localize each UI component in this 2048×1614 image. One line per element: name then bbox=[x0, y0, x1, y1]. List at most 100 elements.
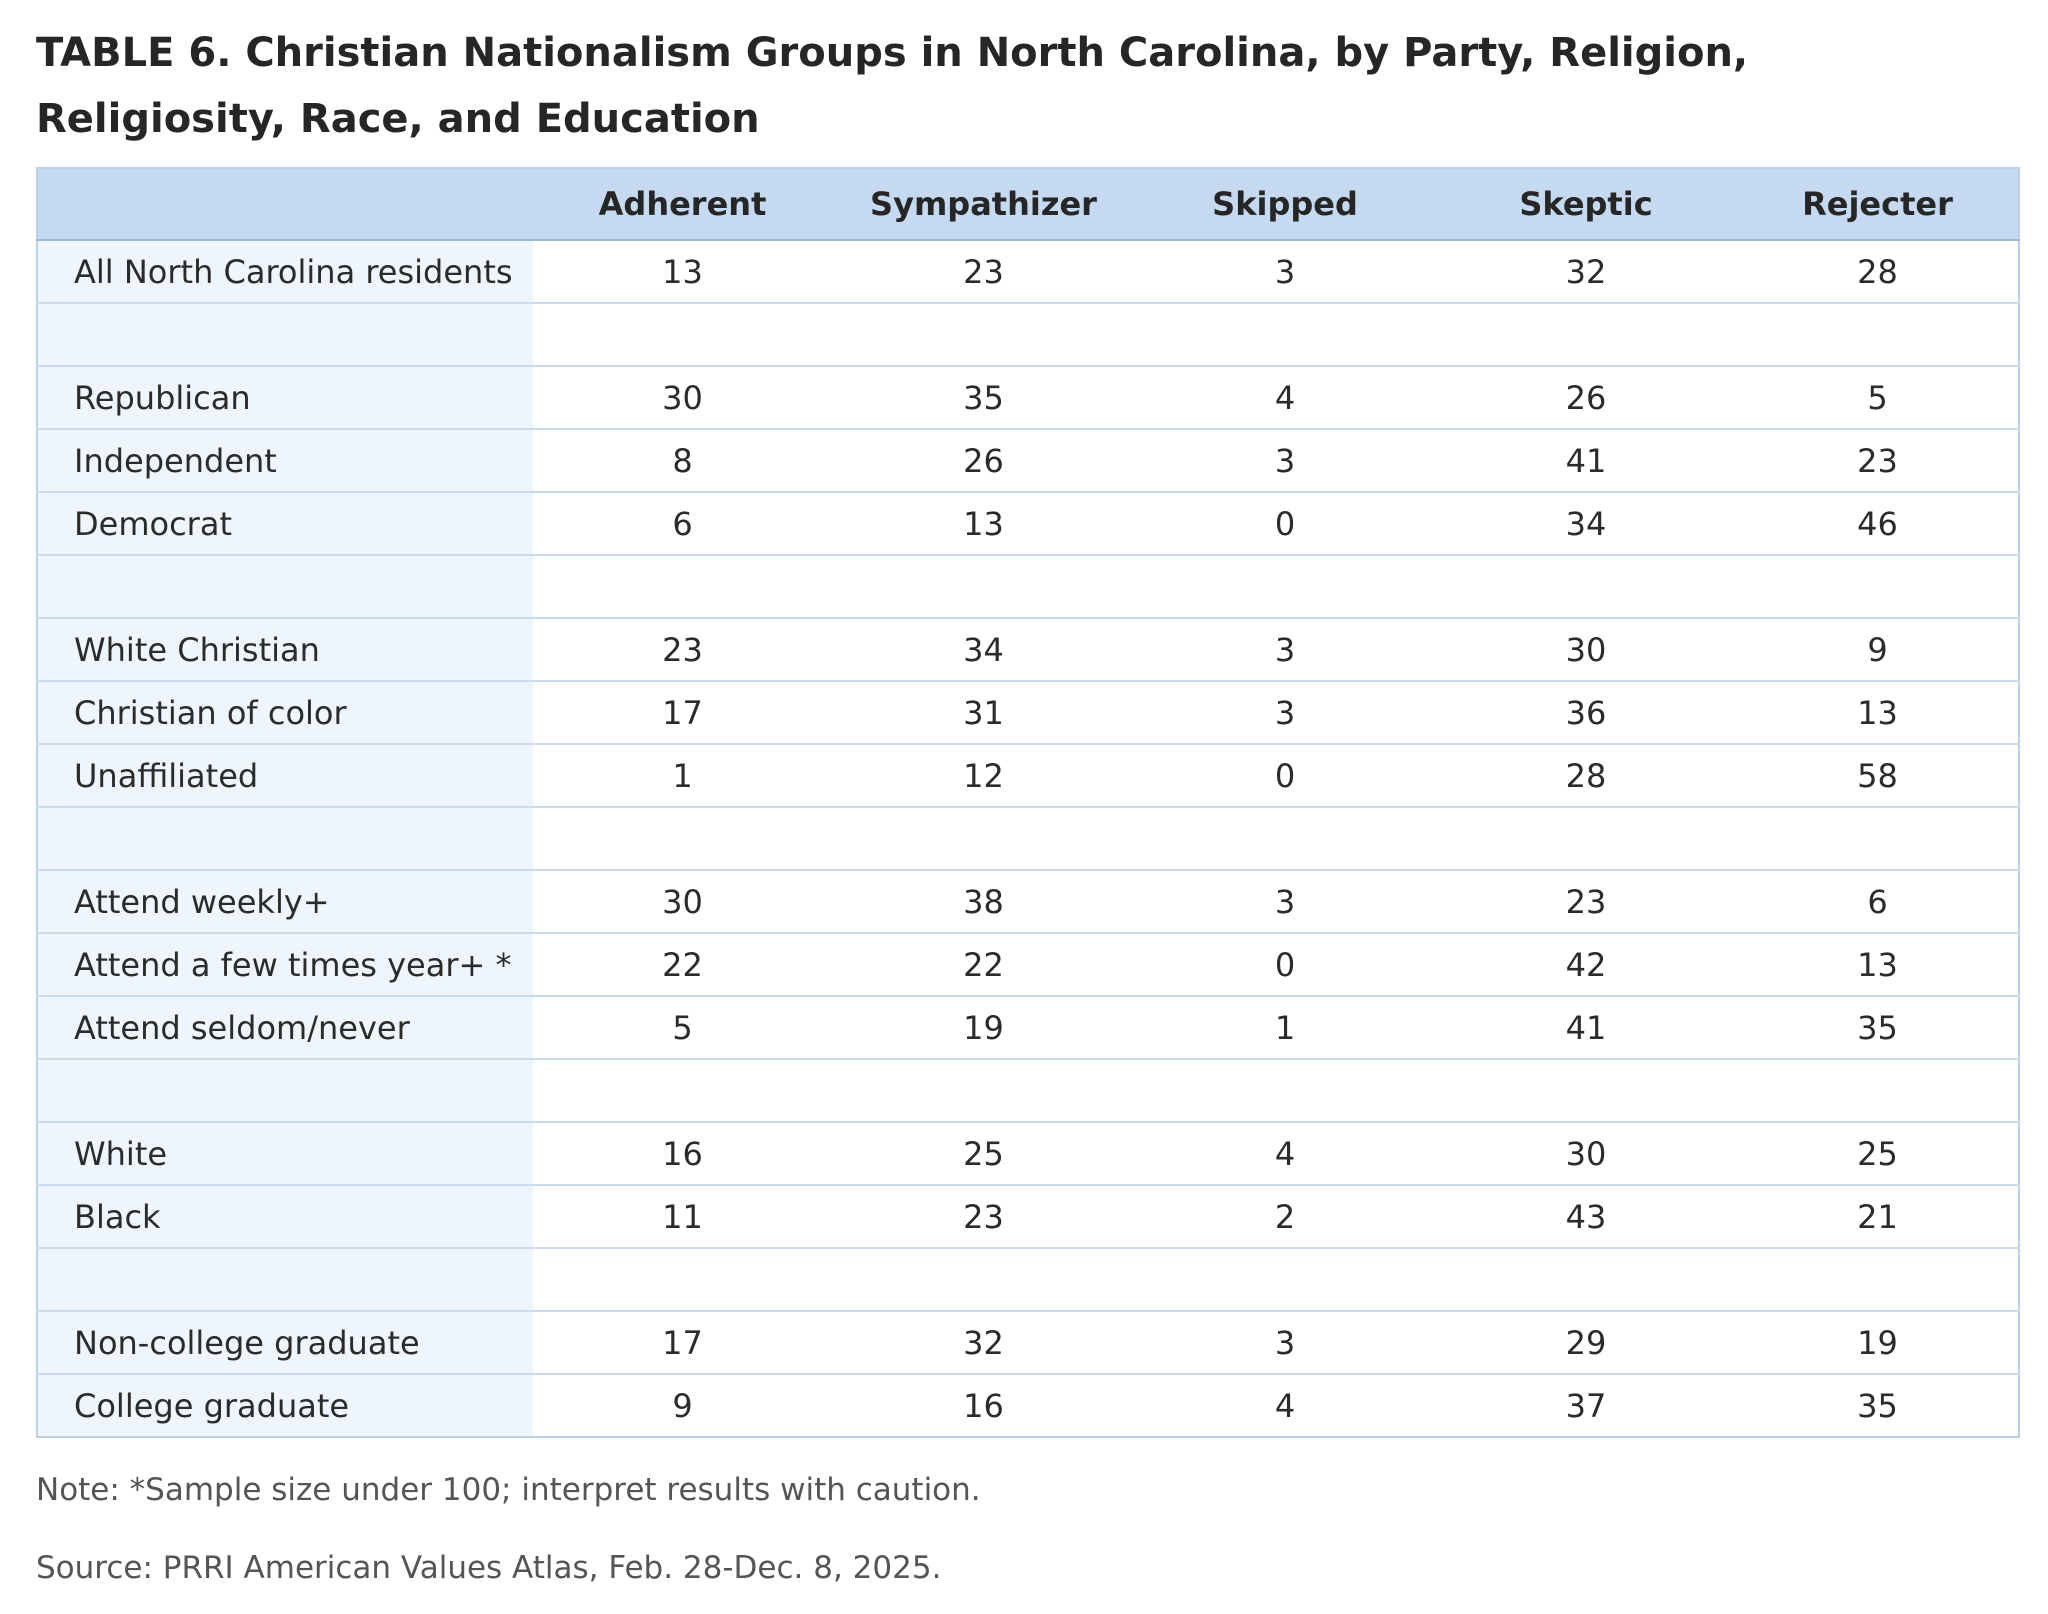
table-row: Attend seldom/never 5 19 1 41 35 bbox=[37, 996, 2019, 1060]
row-label: Attend seldom/never bbox=[37, 996, 533, 1060]
value-cell: 31 bbox=[832, 681, 1135, 745]
value-cell: 41 bbox=[1435, 996, 1737, 1060]
value-cell: 26 bbox=[1435, 366, 1737, 430]
row-label bbox=[37, 555, 533, 619]
value-cell: 35 bbox=[832, 366, 1135, 430]
table-body: All North Carolina residents 13 23 3 32 28 Rep… bbox=[37, 240, 2019, 1437]
value-cell: 1 bbox=[1135, 996, 1435, 1060]
value-cell: 30 bbox=[533, 870, 832, 934]
value-cell: 41 bbox=[1435, 429, 1737, 493]
header-cell-label bbox=[37, 168, 533, 241]
value-cell: 3 bbox=[1135, 681, 1435, 745]
value-cell: 3 bbox=[1135, 618, 1435, 682]
header-cell-sympathizer: Sympathizer bbox=[832, 168, 1135, 241]
value-cell: 13 bbox=[1737, 933, 2019, 997]
value-cell bbox=[1737, 807, 2019, 871]
value-cell bbox=[1135, 555, 1435, 619]
value-cell: 34 bbox=[832, 618, 1135, 682]
value-cell: 16 bbox=[963, 1386, 1004, 1425]
value-cell bbox=[1737, 303, 2019, 367]
value-cell: 2 bbox=[1135, 1185, 1435, 1249]
row-label: White Christian bbox=[37, 618, 533, 682]
header-cell-skipped: Skipped bbox=[1135, 168, 1435, 241]
header-cell-rejecter: Rejecter bbox=[1737, 168, 2019, 241]
value-cell bbox=[533, 1059, 832, 1123]
value-cell bbox=[1737, 1059, 2019, 1123]
value-cell: 34 bbox=[1435, 492, 1737, 556]
value-cell: 4 bbox=[1135, 366, 1435, 430]
header-cell-adherent: Adherent bbox=[533, 168, 832, 241]
value-cell: 9 bbox=[1737, 618, 2019, 682]
value-cell: 43 bbox=[1435, 1185, 1737, 1249]
value-cell: 6 bbox=[533, 492, 832, 556]
value-cell: 35 bbox=[1857, 1386, 1898, 1425]
row-label: College graduate bbox=[37, 1374, 533, 1437]
value-cell bbox=[1737, 1248, 2019, 1312]
value-cell: 3 bbox=[1135, 870, 1435, 934]
value-cell bbox=[832, 303, 1135, 367]
value-cell: 19 bbox=[832, 996, 1135, 1060]
value-cell: 42 bbox=[1435, 933, 1737, 997]
value-cell bbox=[1135, 1059, 1435, 1123]
value-cell: 6 bbox=[1737, 870, 2019, 934]
value-cell: 17 bbox=[533, 681, 832, 745]
value-cell: 25 bbox=[1737, 1122, 2019, 1186]
table-row: Democrat 6 13 0 34 46 bbox=[37, 492, 2019, 556]
value-cell: 22 bbox=[832, 933, 1135, 997]
value-cell: 4 bbox=[1274, 1386, 1296, 1425]
value-cell bbox=[832, 807, 1135, 871]
value-cell: 0 bbox=[1135, 492, 1435, 556]
table-row: White Christian 23 34 3 30 9 bbox=[37, 618, 2019, 682]
value-cell: 5 bbox=[533, 996, 832, 1060]
row-label: Attend weekly+ bbox=[37, 870, 533, 934]
value-cell: 38 bbox=[832, 870, 1135, 934]
value-cell: 23 bbox=[1435, 870, 1737, 934]
row-label bbox=[37, 807, 533, 871]
footnote-source: Source: PRRI American Values Atlas, Feb.… bbox=[36, 1550, 942, 1586]
row-label: Republican bbox=[37, 366, 533, 430]
value-cell bbox=[533, 807, 832, 871]
value-cell bbox=[1435, 807, 1737, 871]
value-cell: 26 bbox=[832, 429, 1135, 493]
row-label: Independent bbox=[37, 429, 533, 493]
row-label: Non-college graduate bbox=[37, 1311, 533, 1375]
value-cell: 58 bbox=[1737, 744, 2019, 808]
value-cell: 32 bbox=[1435, 240, 1737, 304]
table-row: Independent 8 26 3 41 23 bbox=[37, 429, 2019, 493]
table-header: Adherent Sympathizer Skipped Skeptic Rej… bbox=[37, 168, 2019, 241]
value-cell bbox=[1435, 303, 1737, 367]
value-cell bbox=[1135, 303, 1435, 367]
value-cell bbox=[832, 555, 1135, 619]
value-cell bbox=[1737, 555, 2019, 619]
value-cell: 19 bbox=[1737, 1311, 2019, 1375]
value-cell: 30 bbox=[1435, 1122, 1737, 1186]
value-cell: 13 bbox=[832, 492, 1135, 556]
spacer-row bbox=[37, 555, 2019, 619]
row-label: Black bbox=[37, 1185, 533, 1249]
row-label: White bbox=[37, 1122, 533, 1186]
value-cell: 3 bbox=[1135, 240, 1435, 304]
value-cell: 29 bbox=[1435, 1311, 1737, 1375]
value-cell: 23 bbox=[533, 618, 832, 682]
spacer-row bbox=[37, 303, 2019, 367]
value-cell bbox=[832, 1059, 1135, 1123]
row-label: Attend a few times year+ * bbox=[37, 933, 533, 997]
value-cell bbox=[533, 1248, 832, 1312]
value-cell bbox=[1135, 1248, 1435, 1312]
value-cell: 3 bbox=[1135, 1311, 1435, 1375]
spacer-row bbox=[37, 1248, 2019, 1312]
row-label: All North Carolina residents bbox=[37, 240, 533, 304]
header-row: Adherent Sympathizer Skipped Skeptic Rej… bbox=[37, 168, 2019, 241]
value-cell: 28 bbox=[1435, 744, 1737, 808]
row-label bbox=[37, 1059, 533, 1123]
value-cell: 37 bbox=[1565, 1386, 1607, 1425]
value-cell: 23 bbox=[832, 240, 1135, 304]
table-row: Attend a few times year+ * 22 22 0 42 13 bbox=[37, 933, 2019, 997]
value-cell: 11 bbox=[533, 1185, 832, 1249]
table-row: White 16 25 4 30 25 bbox=[37, 1122, 2019, 1186]
value-cell: 9 bbox=[672, 1386, 693, 1425]
value-cell bbox=[1435, 1059, 1737, 1123]
table-row: Christian of color 17 31 3 36 13 bbox=[37, 681, 2019, 745]
table-row: College graduate 9 16 4 37 35 bbox=[37, 1374, 2019, 1437]
row-label: Christian of color bbox=[37, 681, 533, 745]
